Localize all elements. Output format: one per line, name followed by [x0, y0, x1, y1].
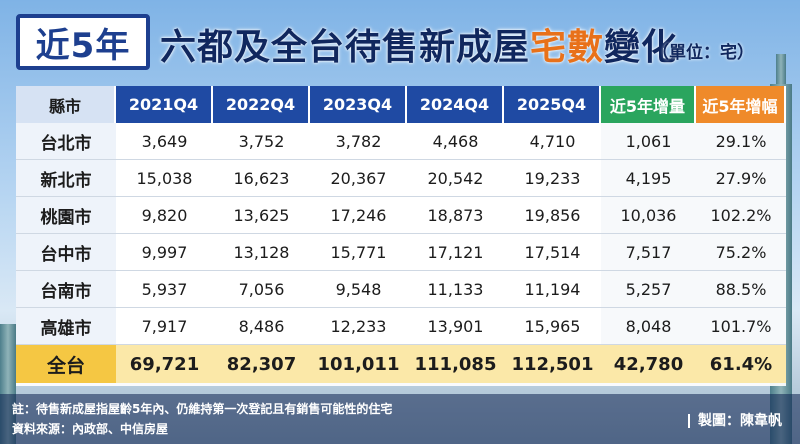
city-cell: 台南市 [16, 271, 116, 308]
value-cell: 20,542 [407, 160, 504, 197]
value-cell: 5,257 [601, 271, 696, 308]
header-2024q4: 2024Q4 [407, 86, 504, 123]
value-cell: 4,468 [407, 123, 504, 160]
value-cell: 13,625 [213, 197, 310, 234]
total-value: 112,501 [504, 345, 601, 383]
value-cell: 75.2% [696, 234, 786, 271]
value-cell: 7,056 [213, 271, 310, 308]
value-cell: 13,901 [407, 308, 504, 345]
value-cell: 102.2% [696, 197, 786, 234]
total-label: 全台 [16, 345, 116, 383]
total-value: 101,011 [310, 345, 407, 383]
value-cell: 88.5% [696, 271, 786, 308]
value-cell: 29.1% [696, 123, 786, 160]
value-cell: 101.7% [696, 308, 786, 345]
value-cell: 9,997 [116, 234, 213, 271]
table-row: 新北市 15,038 16,623 20,367 20,542 19,233 4,195 27… [16, 160, 786, 197]
value-cell: 7,917 [116, 308, 213, 345]
housing-table: 縣市 2021Q4 2022Q4 2023Q4 2024Q4 2025Q4 近5… [16, 86, 786, 383]
total-row: 全台 69,721 82,307 101,011 111,085 112,501 42,78… [16, 345, 786, 383]
table-row: 桃園市 9,820 13,625 17,246 18,873 19,856 10,036 10… [16, 197, 786, 234]
value-cell: 9,820 [116, 197, 213, 234]
value-cell: 17,514 [504, 234, 601, 271]
total-value: 61.4% [696, 345, 786, 383]
value-cell: 13,128 [213, 234, 310, 271]
value-cell: 10,036 [601, 197, 696, 234]
header-increment: 近5年增量 [601, 86, 696, 123]
value-cell: 11,133 [407, 271, 504, 308]
header-2025q4: 2025Q4 [504, 86, 601, 123]
city-cell: 高雄市 [16, 308, 116, 345]
credit-text: 製圖：陳韋帆 [698, 413, 782, 429]
header-city: 縣市 [16, 86, 116, 123]
value-cell: 27.9% [696, 160, 786, 197]
value-cell: 7,517 [601, 234, 696, 271]
value-cell: 3,752 [213, 123, 310, 160]
value-cell: 9,548 [310, 271, 407, 308]
value-cell: 1,061 [601, 123, 696, 160]
title-suffix: 變化 [604, 27, 679, 68]
value-cell: 18,873 [407, 197, 504, 234]
total-value: 111,085 [407, 345, 504, 383]
value-cell: 15,771 [310, 234, 407, 271]
table-header-row: 縣市 2021Q4 2022Q4 2023Q4 2024Q4 2025Q4 近5… [16, 86, 786, 123]
total-value: 69,721 [116, 345, 213, 383]
value-cell: 17,246 [310, 197, 407, 234]
value-cell: 16,623 [213, 160, 310, 197]
header-2023q4: 2023Q4 [310, 86, 407, 123]
total-value: 82,307 [213, 345, 310, 383]
data-table-panel: 縣市 2021Q4 2022Q4 2023Q4 2024Q4 2025Q4 近5… [16, 86, 786, 386]
value-cell: 15,965 [504, 308, 601, 345]
city-cell: 桃園市 [16, 197, 116, 234]
title-tag: 近5年 [16, 14, 150, 70]
header-2022q4: 2022Q4 [213, 86, 310, 123]
value-cell: 19,233 [504, 160, 601, 197]
table-row: 台中市 9,997 13,128 15,771 17,121 17,514 7,517 75.… [16, 234, 786, 271]
title-highlight: 宅數 [530, 27, 605, 68]
source-note: 資料來源：內政部、中信房屋 [12, 422, 169, 436]
table-row: 高雄市 7,917 8,486 12,233 13,901 15,965 8,048 101.… [16, 308, 786, 345]
value-cell: 12,233 [310, 308, 407, 345]
footer-bar [0, 394, 800, 444]
title-area: 近5年 六都及全台待售新成屋 宅數 變化 （單位：宅） [8, 10, 792, 74]
header-growth: 近5年增幅 [696, 86, 786, 123]
title-prefix: 六都及全台待售新成屋 [160, 27, 531, 68]
value-cell: 5,937 [116, 271, 213, 308]
value-cell: 4,195 [601, 160, 696, 197]
page-title: 六都及全台待售新成屋 宅數 變化 [160, 18, 678, 70]
credit-divider [688, 414, 690, 428]
total-value: 42,780 [601, 345, 696, 383]
table-row: 台北市 3,649 3,752 3,782 4,468 4,710 1,061 29.1% [16, 123, 786, 160]
value-cell: 8,048 [601, 308, 696, 345]
value-cell: 3,782 [310, 123, 407, 160]
table-row: 台南市 5,937 7,056 9,548 11,133 11,194 5,257 88.5% [16, 271, 786, 308]
value-cell: 20,367 [310, 160, 407, 197]
value-cell: 8,486 [213, 308, 310, 345]
value-cell: 19,856 [504, 197, 601, 234]
city-cell: 新北市 [16, 160, 116, 197]
header-2021q4: 2021Q4 [116, 86, 213, 123]
footnote: 註：待售新成屋指屋齡5年內、仍維持第一次登記且有銷售可能性的住宅 [12, 402, 393, 416]
value-cell: 11,194 [504, 271, 601, 308]
value-cell: 15,038 [116, 160, 213, 197]
city-cell: 台北市 [16, 123, 116, 160]
unit-label: （單位：宅） [652, 43, 754, 63]
tower-spire [776, 54, 786, 84]
value-cell: 17,121 [407, 234, 504, 271]
credit-label: 製圖：陳韋帆 [688, 410, 782, 430]
value-cell: 3,649 [116, 123, 213, 160]
value-cell: 4,710 [504, 123, 601, 160]
city-cell: 台中市 [16, 234, 116, 271]
